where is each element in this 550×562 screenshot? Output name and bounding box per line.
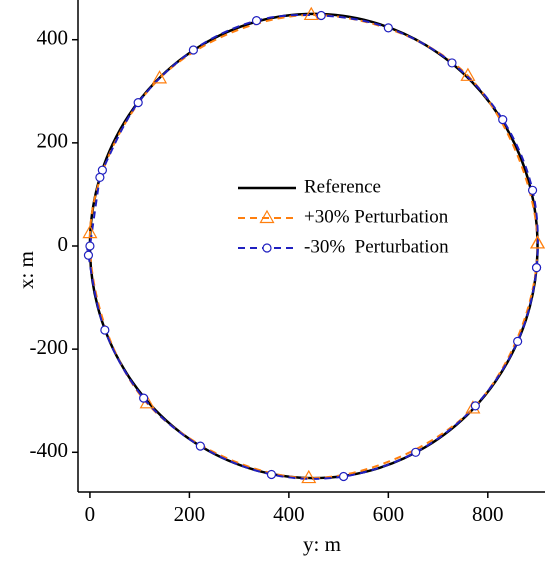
marker <box>498 115 508 125</box>
legend-label: Reference <box>304 176 381 197</box>
series-line <box>88 13 539 480</box>
marker <box>195 441 205 451</box>
marker <box>460 67 476 81</box>
marker <box>513 336 523 347</box>
marker <box>85 241 95 251</box>
y-tick-label: 400 <box>37 26 69 50</box>
marker <box>316 10 326 21</box>
y-axis-label: x: m <box>14 251 38 289</box>
marker <box>82 224 98 239</box>
marker <box>251 16 262 26</box>
marker <box>83 250 94 260</box>
legend-label: +30% Perturbation <box>304 206 449 227</box>
marker <box>139 393 149 403</box>
marker <box>303 6 319 21</box>
marker <box>266 469 277 480</box>
series-line <box>86 13 539 480</box>
y-tick-label: -200 <box>30 335 69 359</box>
x-tick-label: 0 <box>85 502 96 526</box>
x-axis-label: y: m <box>303 532 341 556</box>
x-tick-label: 600 <box>373 502 405 526</box>
y-tick-label: -400 <box>30 438 69 462</box>
marker <box>188 45 198 55</box>
marker <box>95 172 105 183</box>
marker <box>470 401 480 411</box>
marker <box>133 98 143 108</box>
marker <box>301 469 317 484</box>
y-tick-label: 200 <box>37 129 69 153</box>
marker <box>530 235 546 249</box>
legend-label: -30% Perturbation <box>304 236 449 257</box>
marker <box>527 185 538 195</box>
marker <box>447 58 457 68</box>
marker <box>531 263 542 273</box>
x-tick-label: 400 <box>273 502 305 526</box>
y-tick-label: 0 <box>58 232 69 256</box>
marker <box>411 447 421 457</box>
marker <box>100 325 110 335</box>
legend-marker <box>259 209 275 224</box>
marker <box>152 70 168 84</box>
marker <box>383 23 393 33</box>
legend-marker <box>262 243 272 253</box>
x-tick-label: 800 <box>472 502 504 526</box>
marker <box>338 471 349 482</box>
x-tick-label: 200 <box>174 502 206 526</box>
